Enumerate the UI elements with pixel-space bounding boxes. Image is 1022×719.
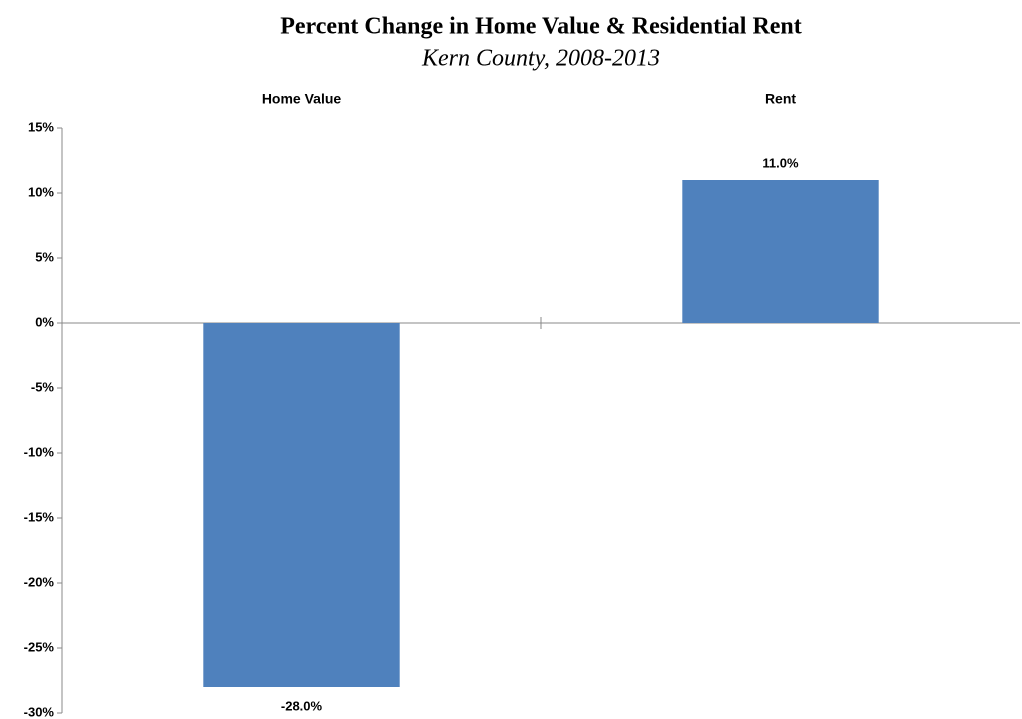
data-label: -28.0% — [281, 698, 323, 713]
y-tick-label: 5% — [35, 249, 54, 264]
y-tick-label: -20% — [24, 574, 55, 589]
category-label: Rent — [765, 91, 796, 107]
y-tick-label: 15% — [28, 119, 54, 134]
bar — [682, 180, 879, 323]
chart-subtitle: Kern County, 2008-2013 — [421, 46, 660, 72]
bar — [203, 323, 400, 687]
y-tick-label: -5% — [31, 379, 55, 394]
data-label: 11.0% — [762, 155, 799, 170]
y-tick-label: 10% — [28, 184, 54, 199]
y-tick-label: -10% — [24, 444, 55, 459]
category-label: Home Value — [262, 91, 342, 107]
y-tick-label: 0% — [35, 314, 54, 329]
y-tick-label: -25% — [24, 639, 55, 654]
y-tick-label: -15% — [24, 509, 55, 524]
y-tick-label: -30% — [24, 704, 55, 719]
chart-title: Percent Change in Home Value & Residenti… — [280, 14, 802, 40]
